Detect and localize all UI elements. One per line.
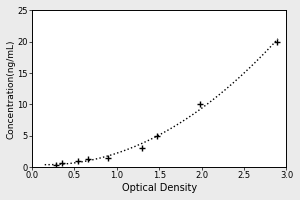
Y-axis label: Concentration(ng/mL): Concentration(ng/mL) (7, 39, 16, 139)
X-axis label: Optical Density: Optical Density (122, 183, 197, 193)
